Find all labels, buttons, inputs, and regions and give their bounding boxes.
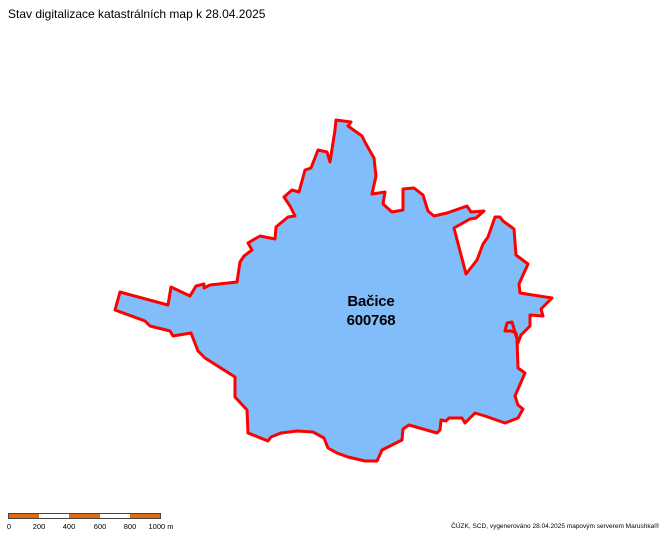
scale-bar (8, 513, 161, 519)
scale-tick-label: 600 (93, 522, 107, 531)
scale-segment (129, 514, 161, 518)
scale-tick-label: 800 (123, 522, 137, 531)
scale-tick-label: 1000 m (148, 522, 174, 531)
scale-segment (9, 514, 40, 518)
area-code: 600768 (346, 312, 396, 329)
scale-segment (39, 514, 70, 518)
area-label: Bačice 600768 (326, 292, 416, 330)
area-name: Bačice (347, 293, 395, 310)
cadastral-area-polygon[interactable] (113, 118, 554, 463)
map-attribution: ČÚZK, SCD, vygenerováno 28.04.2025 mapov… (451, 523, 659, 530)
scale-tick-label: 200 (32, 522, 46, 531)
scale-tick-label: 400 (62, 522, 76, 531)
map-title: Stav digitalizace katastrálních map k 28… (8, 7, 266, 21)
scale-segment (69, 514, 100, 518)
scale-segment (99, 514, 130, 518)
scale-tick-label: 0 (6, 522, 12, 531)
